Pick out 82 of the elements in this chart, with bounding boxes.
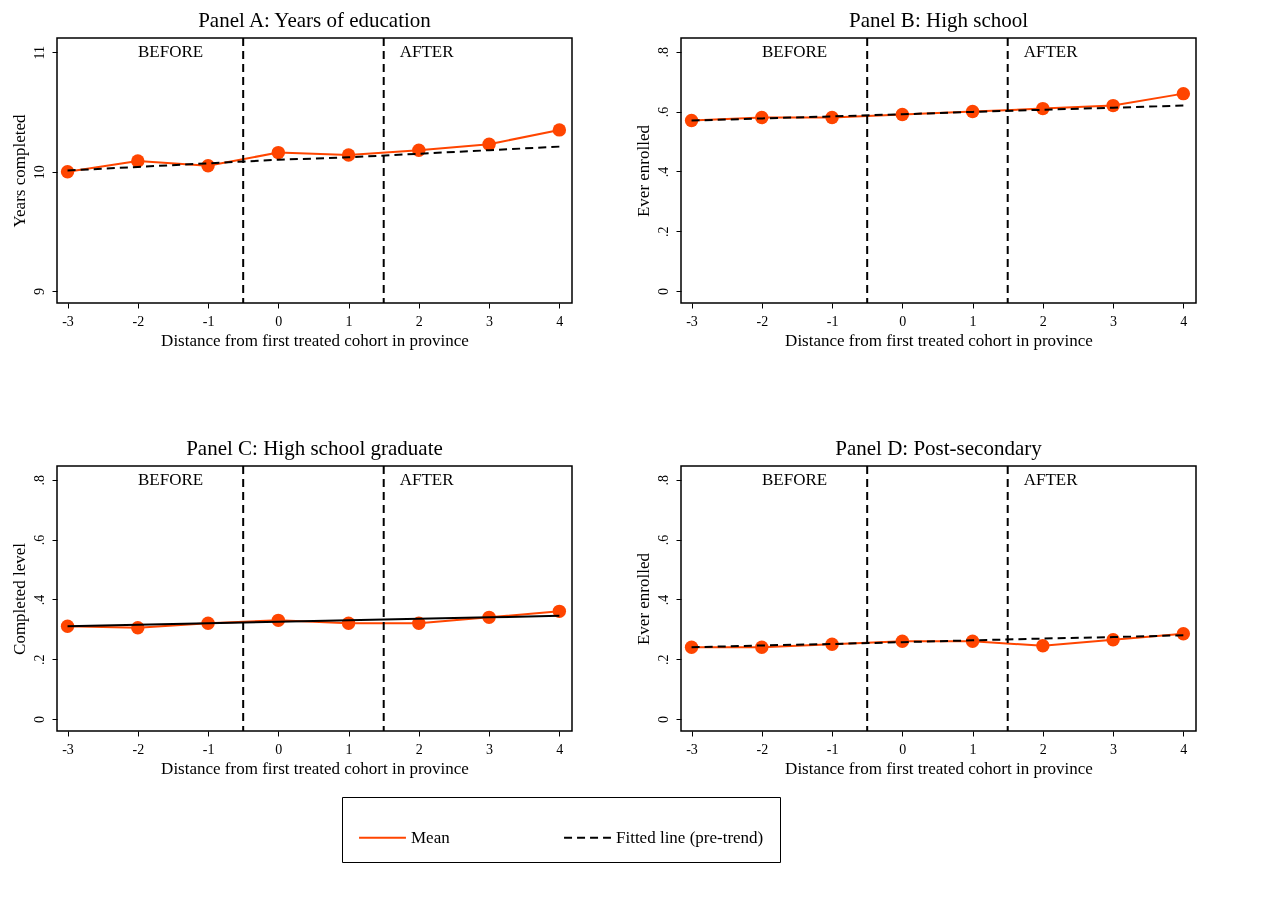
x-axis-title: Distance from first treated cohort in province — [785, 758, 1093, 778]
point — [684, 640, 699, 654]
x-tick-label: 2 — [415, 313, 423, 329]
x-tick-label: 2 — [415, 741, 423, 757]
x-tick-label: 0 — [899, 741, 907, 757]
y-tick-label: .6 — [655, 106, 671, 118]
y-tick-label: .6 — [31, 534, 47, 546]
annotation: AFTER — [399, 470, 455, 489]
x-tick-label: 4 — [1180, 741, 1188, 757]
x-tick-label: -1 — [826, 741, 839, 757]
annotation: BEFORE — [138, 470, 204, 489]
x-tick-label: 3 — [1110, 741, 1118, 757]
x-tick-label: 1 — [345, 313, 353, 329]
annotation: BEFORE — [138, 42, 204, 61]
x-tick-label: 2 — [1039, 741, 1047, 757]
x-tick-label: 4 — [1180, 313, 1188, 329]
x-tick-label: -1 — [202, 741, 215, 757]
chart-title: Panel B: High school — [848, 8, 1029, 32]
annotation: BEFORE — [762, 42, 828, 61]
y-axis-title: Completed level — [9, 542, 29, 655]
x-tick-label: -1 — [202, 313, 215, 329]
x-tick-label: 3 — [1110, 313, 1118, 329]
annotation: AFTER — [1023, 470, 1079, 489]
x-tick-label: -3 — [686, 313, 698, 329]
x-tick-label: -2 — [756, 741, 769, 757]
x-tick-label: -3 — [62, 741, 74, 757]
y-tick-label: .2 — [655, 226, 671, 237]
x-tick-label: -2 — [132, 741, 145, 757]
x-tick-label: 0 — [899, 313, 907, 329]
x-tick-label: -2 — [756, 313, 769, 329]
annotation: BEFORE — [762, 470, 828, 489]
x-tick-label: -3 — [686, 741, 698, 757]
x-axis-title: Distance from first treated cohort in province — [785, 330, 1093, 350]
y-tick-label: .6 — [655, 534, 671, 546]
y-tick-label: 9 — [31, 288, 47, 296]
chart-title: Panel C: High school graduate — [186, 436, 443, 460]
x-tick-label: 1 — [969, 313, 977, 329]
point — [60, 165, 75, 179]
y-tick-label: .8 — [655, 47, 671, 58]
y-tick-label: 10 — [31, 165, 47, 180]
point — [271, 145, 286, 160]
point — [482, 137, 496, 151]
x-tick-label: -2 — [132, 313, 145, 329]
chart-title: Panel D: Post-secondary — [835, 436, 1043, 460]
y-tick-label: .2 — [31, 654, 47, 665]
annotation: AFTER — [399, 42, 455, 61]
x-tick-label: 0 — [275, 313, 283, 329]
y-tick-label: 0 — [31, 716, 47, 724]
x-tick-label: 3 — [486, 741, 494, 757]
y-tick-label: .8 — [31, 475, 47, 486]
point — [552, 604, 567, 619]
y-tick-label: .4 — [655, 166, 671, 178]
y-tick-label: 0 — [655, 288, 671, 296]
legend-label: Mean — [411, 827, 451, 847]
x-tick-label: 4 — [556, 741, 564, 757]
y-tick-label: .8 — [655, 475, 671, 486]
y-tick-label: 0 — [655, 716, 671, 724]
annotation: AFTER — [1023, 42, 1079, 61]
y-axis-title: Years completed — [9, 114, 29, 228]
point — [1176, 86, 1191, 101]
y-tick-label: .4 — [655, 594, 671, 606]
legend-label: Fitted line (pre-trend) — [616, 827, 764, 847]
x-axis-title: Distance from first treated cohort in province — [161, 330, 469, 350]
x-tick-label: 1 — [345, 741, 353, 757]
point — [60, 619, 75, 634]
x-tick-label: -1 — [826, 313, 839, 329]
y-tick-label: .2 — [655, 654, 671, 665]
y-tick-label: 11 — [31, 46, 47, 60]
point — [1036, 639, 1050, 653]
x-axis-title: Distance from first treated cohort in province — [161, 758, 469, 778]
x-tick-label: 1 — [969, 741, 977, 757]
x-tick-label: 0 — [275, 741, 283, 757]
point — [131, 154, 145, 168]
chart-title: Panel A: Years of education — [198, 8, 432, 32]
y-axis-title: Ever enrolled — [633, 552, 653, 646]
x-tick-label: -3 — [62, 313, 74, 329]
y-axis-title: Ever enrolled — [633, 124, 653, 218]
x-tick-label: 2 — [1039, 313, 1047, 329]
x-tick-label: 3 — [486, 313, 494, 329]
y-tick-label: .4 — [31, 594, 47, 606]
point — [552, 123, 567, 137]
x-tick-label: 4 — [556, 313, 564, 329]
